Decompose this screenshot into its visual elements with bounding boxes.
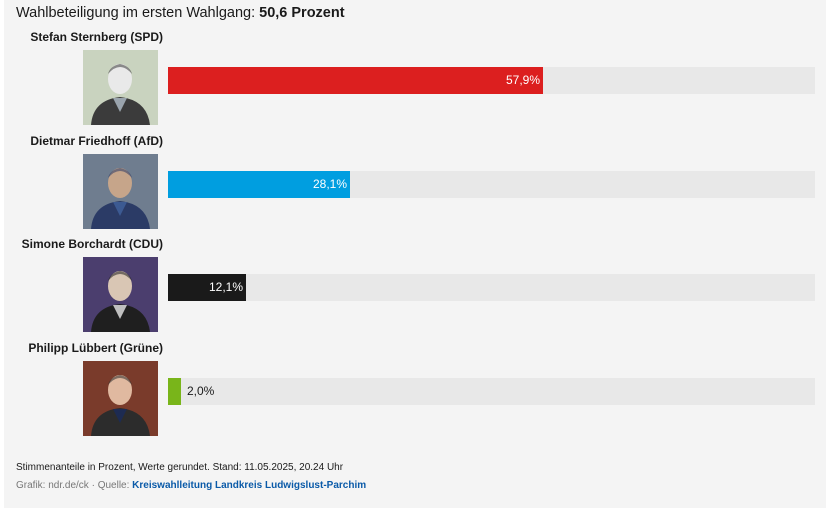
data-label: 57,9% [505,73,540,87]
bar-track: 57,9% [168,67,815,94]
chart-title: Wahlbeteiligung im ersten Wahlgang: 50,6… [16,5,345,21]
bar [168,274,246,301]
candidate-row: Dietmar Friedhoff (AfD) 28,1% [0,134,830,237]
turnout-label: Wahlbeteiligung im ersten Wahlgang: [16,5,256,21]
bar-track: 28,1% [168,171,815,198]
bar-track: 2,0% [168,378,815,405]
bar [168,378,181,405]
portrait-photo [83,154,158,229]
data-label: 2,0% [187,384,215,398]
portrait-photo [83,50,158,125]
data-label: 28,1% [312,177,347,191]
candidate-row: Simone Borchardt (CDU) 12,1% [0,237,830,340]
source-link[interactable]: Kreiswahlleitung Landkreis Ludwigslust-P… [132,480,367,491]
data-label: 12,1% [208,280,243,294]
footnote: Stimmenanteile in Prozent, Werte gerunde… [16,462,344,473]
candidate-name: Dietmar Friedhoff (AfD) [30,134,163,148]
candidate-row: Stefan Sternberg (SPD) 57,9% [0,30,830,133]
bar-track: 12,1% [168,274,815,301]
candidate-name: Stefan Sternberg (SPD) [30,30,163,44]
portrait-photo [83,361,158,436]
candidate-name: Simone Borchardt (CDU) [21,237,163,251]
bar [168,171,350,198]
portrait-photo [83,257,158,332]
credit-prefix: Grafik: ndr.de/ck · Quelle: [16,480,133,491]
turnout-value: 50,6 Prozent [259,5,345,21]
credit-line: Grafik: ndr.de/ck · Quelle: Kreiswahllei… [16,480,366,491]
bar [168,67,543,94]
candidate-row: Philipp Lübbert (Grüne) 2,0% [0,341,830,444]
candidate-name: Philipp Lübbert (Grüne) [28,341,163,355]
